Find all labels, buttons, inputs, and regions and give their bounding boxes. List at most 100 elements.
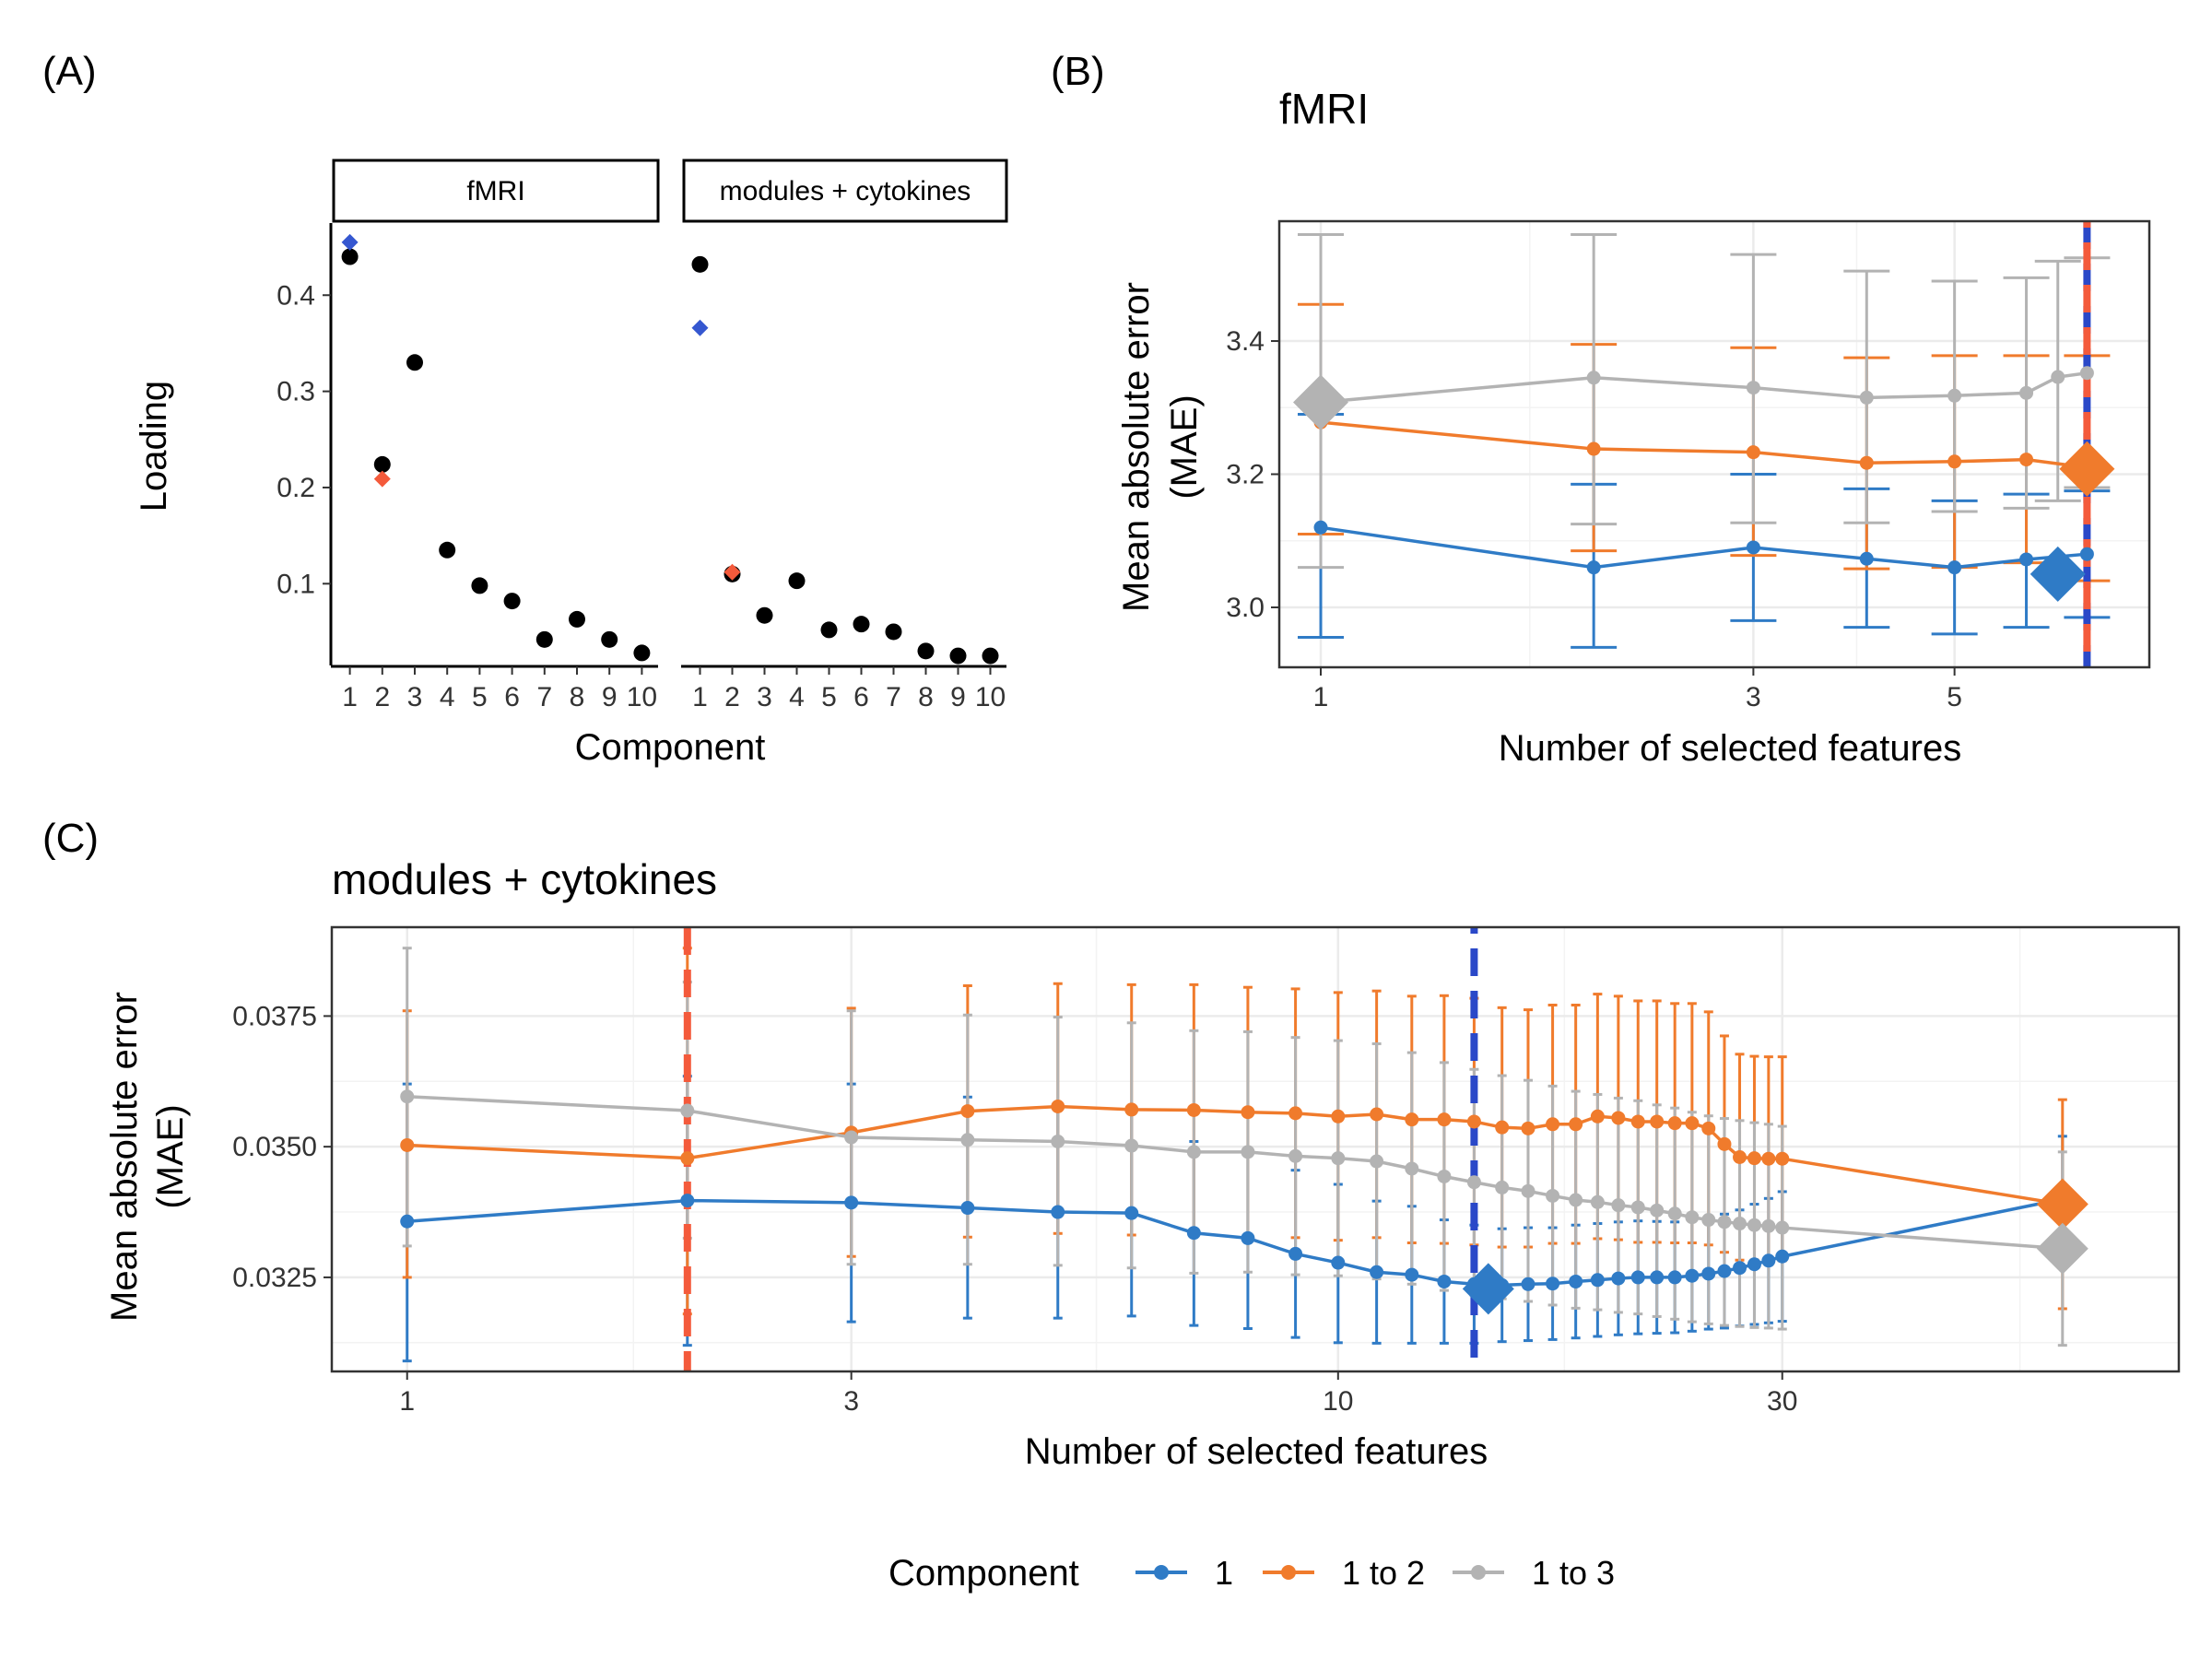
panel-c-point-1-to-2 bbox=[1569, 1117, 1583, 1132]
panel-a-x-tick-label: 8 bbox=[918, 682, 934, 712]
loading-point-modules-cytokines bbox=[853, 616, 870, 633]
panel-c-point-1-to-2 bbox=[960, 1104, 975, 1119]
panel-b-y-tick-label: 3.4 bbox=[1226, 326, 1265, 357]
panel-c-point-1-to-2 bbox=[1590, 1109, 1605, 1124]
panel-a-y-tick-label: 0.2 bbox=[276, 473, 315, 503]
panel-c-point-1-to-2 bbox=[1051, 1100, 1065, 1114]
panel-b-point-1-to-2 bbox=[1746, 445, 1760, 460]
panel-c-y-tick-label: 0.0325 bbox=[232, 1263, 317, 1293]
panel-b-content: 3.0 3.2 3.4 1 3 5 bbox=[1226, 219, 2151, 712]
panel-c-plot-background bbox=[332, 927, 2179, 1371]
panel-b-y-tick-label: 3.0 bbox=[1226, 593, 1265, 623]
panel-c-point-1-to-2 bbox=[1405, 1112, 1419, 1127]
panel-b-best-marker-1-to-3 bbox=[1293, 374, 1349, 430]
panel-c-point-1 bbox=[1701, 1266, 1716, 1281]
panel-a-x-tick-label: 5 bbox=[472, 682, 488, 712]
panel-a-x-tick-label: 7 bbox=[886, 682, 901, 712]
legend: Component 1 1 to 2 1 to 3 bbox=[888, 1553, 1615, 1594]
panel-b-point-1-to-2 bbox=[1947, 454, 1962, 469]
panel-c-point-1 bbox=[1370, 1265, 1384, 1279]
panel-c-point-1-to-3 bbox=[1521, 1183, 1535, 1198]
panel-c-point-1-to-3 bbox=[1717, 1215, 1732, 1230]
panel-c-point-1-to-3 bbox=[1546, 1188, 1560, 1203]
panel-c-point-1-to-2 bbox=[1717, 1136, 1732, 1151]
loading-point-modules-cytokines bbox=[885, 623, 902, 641]
panel-a-x-tick-label: 2 bbox=[724, 682, 740, 712]
panel-c: modules + cytokines 0.0325 0.0350 0.0375 1 3… bbox=[104, 855, 2181, 1472]
panel-c-point-1-to-2 bbox=[1667, 1116, 1682, 1131]
panel-c-point-1-to-3 bbox=[1761, 1218, 1776, 1233]
legend-key-1: 1 bbox=[1135, 1554, 1233, 1592]
panel-c-x-tick-label: 30 bbox=[1767, 1386, 1797, 1417]
panel-b-title: fMRI bbox=[1279, 85, 1369, 133]
panel-b-point-1 bbox=[2019, 552, 2034, 567]
panel-b-panel-border bbox=[1277, 219, 2151, 669]
loading-point-modules-cytokines bbox=[788, 572, 806, 590]
panel-c-content: 0.0325 0.0350 0.0375 1 3 10 30 bbox=[232, 925, 2181, 1417]
panel-c-point-1-to-2 bbox=[1331, 1109, 1346, 1124]
loading-point-fmri bbox=[373, 455, 391, 473]
panel-c-x-tick-label: 3 bbox=[843, 1386, 859, 1417]
panel-a-y-tick-label: 0.3 bbox=[276, 377, 315, 407]
loading-point-fmri bbox=[503, 593, 521, 610]
panel-a-x-tick-label: 5 bbox=[821, 682, 837, 712]
panel-c-point-1-to-3 bbox=[1437, 1169, 1452, 1183]
panel-c-y-title-line1: Mean absolute error bbox=[104, 992, 145, 1322]
panel-c-panel-border bbox=[330, 925, 2181, 1373]
panel-c-best-marker-1-to-3 bbox=[2036, 1222, 2088, 1275]
panel-c-point-1 bbox=[1733, 1261, 1747, 1276]
panel-c-point-1 bbox=[1590, 1273, 1605, 1288]
panel-c-y-title-line2: (MAE) bbox=[150, 1104, 191, 1208]
panel-c-point-1-to-2 bbox=[1733, 1150, 1747, 1165]
panel-c-point-1 bbox=[1650, 1270, 1665, 1285]
panel-a-x-tick-label: 9 bbox=[602, 682, 618, 712]
panel-c-point-1 bbox=[1569, 1274, 1583, 1288]
panel-a-x-tick-label: 3 bbox=[407, 682, 423, 712]
panel-c-x-tick-label: 10 bbox=[1323, 1386, 1353, 1417]
panel-c-y-tick-label: 0.0350 bbox=[232, 1132, 317, 1162]
panel-c-x-title: Number of selected features bbox=[1025, 1431, 1488, 1472]
legend-point-1-to-3 bbox=[1471, 1565, 1486, 1580]
panel-b-best-marker-1-to-2 bbox=[2059, 441, 2115, 497]
loading-point-modules-cytokines bbox=[691, 255, 709, 273]
panel-c-best-marker-1-to-2 bbox=[2036, 1178, 2088, 1230]
loading-point-fmri bbox=[535, 630, 553, 648]
panel-c-point-1-to-3 bbox=[1611, 1198, 1626, 1213]
panel-b-point-1 bbox=[1947, 560, 1962, 575]
loading-point-modules-cytokines bbox=[917, 642, 935, 660]
panel-b-point-1 bbox=[1586, 560, 1601, 575]
loading-point-modules-cytokines bbox=[982, 647, 999, 665]
strip-fmri-label: fMRI bbox=[466, 176, 524, 206]
legend-key-1-to-2: 1 to 2 bbox=[1263, 1554, 1425, 1592]
panel-c-point-1-to-3 bbox=[1051, 1134, 1065, 1148]
legend-point-1-to-2 bbox=[1281, 1565, 1296, 1580]
panel-b-x-tick-label: 1 bbox=[1313, 682, 1329, 712]
panel-c-point-1-to-3 bbox=[400, 1089, 415, 1104]
panel-c-point-1 bbox=[1186, 1226, 1201, 1241]
panel-c-point-1-to-3 bbox=[1747, 1218, 1761, 1232]
panel-a-x-tick-label: 6 bbox=[504, 682, 520, 712]
panel-b-point-1-to-3 bbox=[1746, 381, 1760, 395]
panel-c-point-1-to-3 bbox=[1241, 1145, 1255, 1159]
panel-b-point-1-to-3 bbox=[1947, 388, 1962, 403]
panel-c-point-1 bbox=[1775, 1249, 1790, 1264]
panel-c-point-1-to-3 bbox=[1466, 1175, 1481, 1190]
panel-label-a: (A) bbox=[42, 49, 97, 94]
panel-b-point-1 bbox=[2079, 547, 2094, 561]
panel-c-point-1 bbox=[1331, 1255, 1346, 1270]
panel-b-y-title-line2: (MAE) bbox=[1164, 394, 1205, 499]
panel-c-point-1 bbox=[1124, 1206, 1139, 1220]
loading-point-modules-cytokines bbox=[820, 621, 838, 639]
panel-c-point-1 bbox=[1747, 1257, 1761, 1272]
panel-c-point-1-to-3 bbox=[1650, 1203, 1665, 1218]
panel-c-point-1-to-3 bbox=[1775, 1220, 1790, 1235]
panel-b-point-1-to-3 bbox=[1586, 371, 1601, 385]
panel-c-point-1 bbox=[1685, 1268, 1700, 1283]
panel-b-point-1-to-3 bbox=[1859, 390, 1874, 405]
panel-c-point-1-to-2 bbox=[1186, 1102, 1201, 1117]
panel-c-point-1-to-2 bbox=[1611, 1111, 1626, 1125]
panel-c-point-1 bbox=[1521, 1277, 1535, 1291]
legend-label-1-to-3: 1 to 3 bbox=[1532, 1554, 1615, 1592]
panel-c-point-1-to-2 bbox=[1124, 1102, 1139, 1117]
